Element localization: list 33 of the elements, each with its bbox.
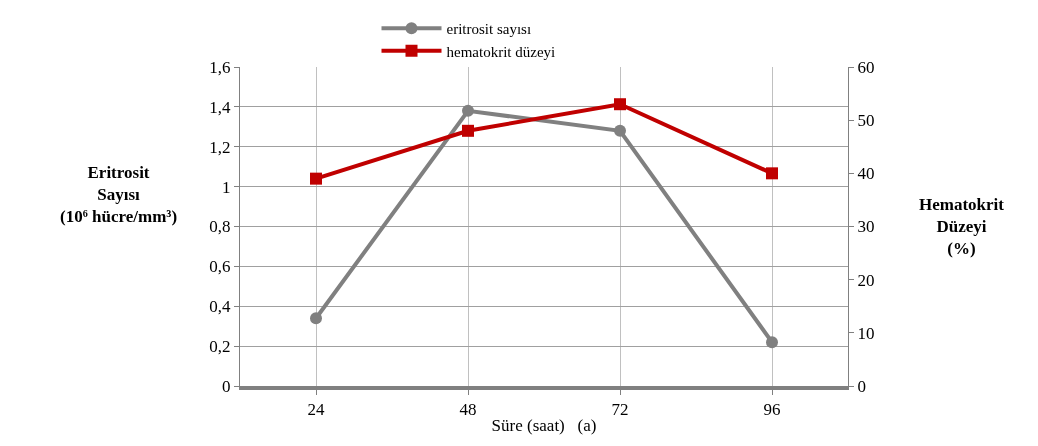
- y-tick-label: 1,6: [209, 57, 231, 77]
- y-tick-label: 1: [222, 177, 231, 197]
- y2-tick-label: 60: [857, 57, 875, 77]
- y-tick-label: 0,8: [209, 217, 231, 237]
- y2-tick-label: 40: [857, 164, 875, 184]
- y-tick-label: 0,6: [209, 257, 231, 277]
- y-tick-label: 0,2: [209, 337, 231, 357]
- point: [766, 336, 778, 349]
- point: [462, 124, 474, 137]
- x-tick-label: 72: [611, 400, 629, 420]
- y-axis-title: Eritrosit Sayısı (10⁶ hücre/mm³): [60, 163, 178, 227]
- point: [310, 172, 322, 185]
- y2-tick-label: 10: [857, 323, 875, 343]
- legend-label: hematokrit düzeyi: [446, 43, 556, 60]
- y2-axis-title: Hematokrit Düzeyi (%): [919, 195, 1005, 259]
- y2-tick-label: 50: [857, 111, 875, 131]
- x-axis-title: Süre (saat) (a): [491, 416, 597, 436]
- point: [462, 104, 474, 117]
- y-tick-label: 0,4: [209, 297, 232, 317]
- point: [614, 98, 626, 111]
- y2-tick-label: 30: [857, 217, 875, 237]
- y2-tick-label: 0: [857, 376, 866, 396]
- point: [614, 124, 626, 137]
- y2-tick-label: 20: [857, 270, 875, 290]
- x-tick-label: 24: [307, 400, 325, 420]
- y-tick-label: 0: [222, 376, 231, 396]
- x-tick-label: 96: [763, 400, 781, 420]
- x-tick-label: 48: [459, 400, 477, 420]
- y-tick-label: 1,4: [209, 97, 232, 117]
- point: [310, 312, 322, 325]
- y-tick-label: 1,2: [209, 137, 231, 157]
- point: [766, 167, 778, 180]
- legend-label: eritrosit sayısı: [446, 21, 532, 38]
